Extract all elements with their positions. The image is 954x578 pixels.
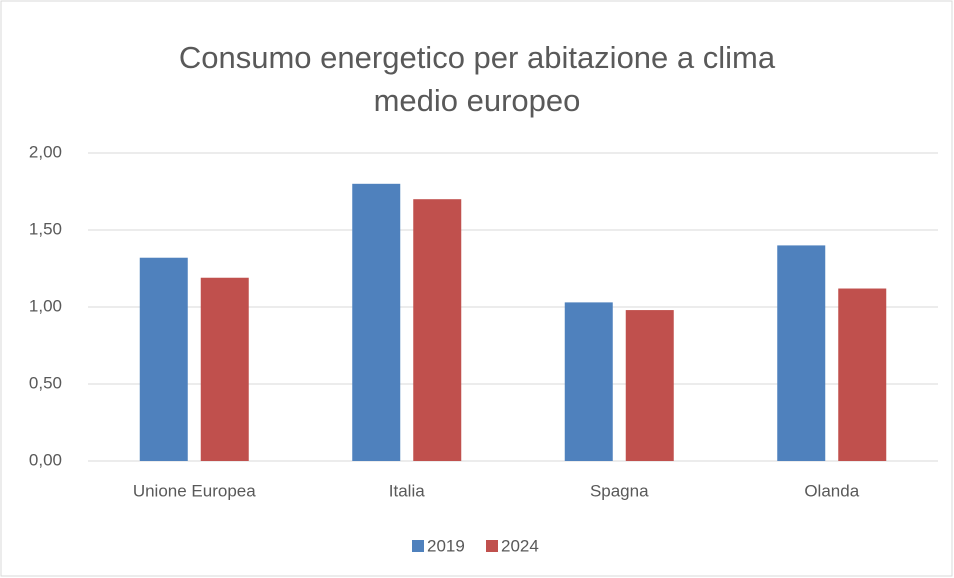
bar (625, 310, 674, 461)
legend-label: 2024 (501, 536, 539, 555)
x-tick-label: Olanda (804, 481, 859, 500)
y-tick-label: 0,00 (29, 450, 62, 469)
x-tick-label: Italia (389, 481, 425, 500)
y-tick-label: 1,50 (29, 219, 62, 238)
legend-label: 2019 (427, 536, 465, 555)
y-tick-label: 1,00 (29, 296, 62, 315)
legend-swatch (486, 540, 498, 552)
bar (413, 199, 462, 461)
bar (838, 288, 887, 461)
y-tick-label: 0,50 (29, 373, 62, 392)
bar (200, 277, 249, 461)
bar (564, 302, 613, 461)
chart-title: Consumo energetico per abitazione a clim… (178, 40, 776, 118)
bar (777, 245, 826, 461)
legend-swatch (412, 540, 424, 552)
x-tick-label: Spagna (590, 481, 649, 500)
x-tick-label: Unione Europea (133, 481, 256, 500)
bar (352, 183, 401, 462)
bar (139, 257, 188, 461)
y-tick-label: 2,00 (29, 142, 62, 161)
